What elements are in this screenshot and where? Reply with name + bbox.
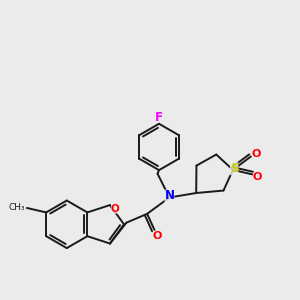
- Text: F: F: [155, 111, 163, 124]
- Text: N: N: [164, 190, 174, 202]
- Text: CH₃: CH₃: [9, 203, 26, 212]
- Text: O: O: [251, 149, 261, 159]
- Text: O: O: [153, 230, 162, 241]
- Text: S: S: [230, 162, 239, 175]
- Text: O: O: [111, 204, 120, 214]
- Text: O: O: [253, 172, 262, 182]
